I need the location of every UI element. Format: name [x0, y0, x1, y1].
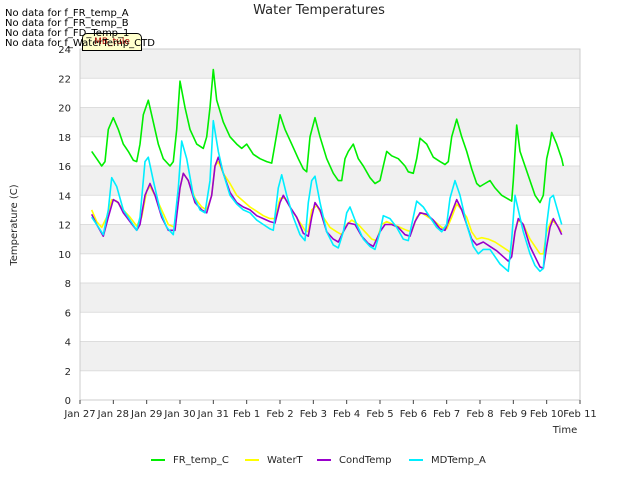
x-tick-label: Feb 7 [433, 409, 460, 420]
x-tick-label: Feb 1 [233, 409, 260, 420]
x-tick-label: Feb 8 [466, 409, 493, 420]
legend: FR_temp_C WaterT CondTemp MDTemp_A [0, 450, 640, 470]
y-tick-label: 20 [58, 104, 71, 115]
x-tick-label: Feb 9 [500, 409, 527, 420]
background-band [80, 341, 580, 371]
plot-frame [79, 48, 581, 401]
legend-swatch [317, 459, 331, 461]
y-tick-label: 0 [65, 396, 71, 407]
x-tick-label: Feb 3 [300, 409, 327, 420]
y-tick-label: 4 [65, 338, 71, 349]
y-tick-label: 16 [58, 162, 71, 173]
legend-swatch [409, 459, 423, 461]
series-line-fr-temp-c [91, 68, 565, 204]
legend-swatch [151, 459, 165, 461]
y-tick-label: 6 [65, 308, 71, 319]
legend-label: MDTemp_A [431, 454, 486, 466]
x-axis-title: Time [552, 425, 577, 436]
x-tick-label: Feb 4 [333, 409, 360, 420]
x-tick-label: Feb 5 [366, 409, 393, 420]
legend-label: FR_temp_C [173, 454, 229, 466]
x-axis-ticks: Jan 27 Jan 28 Jan 29 Jan 30 Jan 31 Feb 1 Feb 2… [63, 400, 597, 420]
series-layer [90, 68, 565, 273]
legend-swatch [245, 459, 259, 461]
x-tick-label: Feb 6 [400, 409, 427, 420]
x-tick-label: Feb 11 [563, 409, 597, 420]
series-line-watert [90, 160, 563, 255]
x-tick-label: Jan 28 [97, 409, 129, 420]
legend-item-mdtemp-a: MDTemp_A [409, 450, 486, 470]
legend-item-condtemp: CondTemp [317, 450, 391, 470]
y-tick-label: 22 [58, 74, 71, 85]
no-data-note: No data for f_FD_Temp_1 [5, 28, 130, 39]
y-tick-label: 18 [58, 133, 71, 144]
series-line-condtemp [90, 156, 563, 270]
x-tick-label: Jan 27 [63, 409, 95, 420]
y-tick-label: 10 [58, 250, 71, 261]
legend-item-watert: WaterT [245, 450, 303, 470]
legend-item-fr-temp-c: FR_temp_C [151, 450, 229, 470]
y-tick-label: 24 [58, 45, 71, 56]
legend-label: CondTemp [339, 454, 392, 466]
chart-title: Water Temperatures [253, 3, 385, 18]
y-axis-title: Temperature (C) [9, 184, 20, 266]
no-data-note: No data for f_FR_temp_A [5, 8, 129, 19]
no-data-note: No data for f_WaterTemp_CTD [5, 38, 155, 49]
y-tick-label: 8 [65, 279, 71, 290]
x-tick-label: Jan 29 [130, 409, 162, 420]
y-tick-label: 2 [65, 367, 71, 378]
x-tick-label: Jan 30 [163, 409, 195, 420]
background-band [80, 49, 580, 79]
legend-label: WaterT [267, 454, 303, 466]
x-tick-label: Feb 10 [530, 409, 564, 420]
series-line-mdtemp-a [91, 119, 563, 273]
y-tick-label: 12 [58, 221, 71, 232]
y-tick-label: 14 [58, 191, 71, 202]
background-band [80, 107, 580, 137]
x-tick-label: Feb 2 [266, 409, 293, 420]
background-band [80, 283, 580, 313]
station-badge: MB_tule [82, 33, 142, 51]
x-tick-label: Jan 31 [197, 409, 229, 420]
no-data-note: No data for f_FR_temp_B [5, 18, 129, 29]
